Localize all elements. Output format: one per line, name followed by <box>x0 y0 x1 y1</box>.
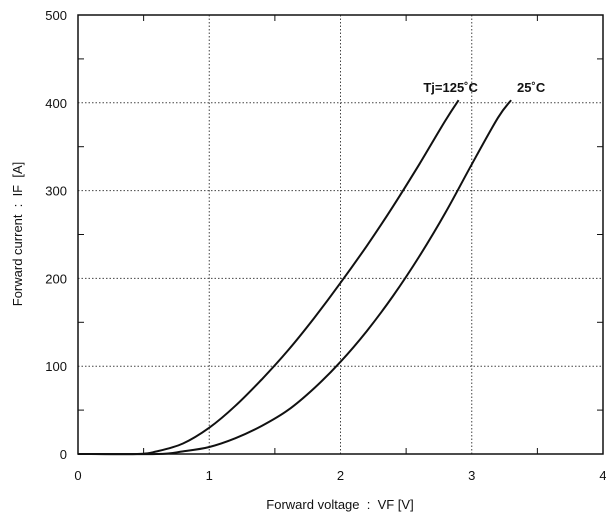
x-tick-label: 3 <box>468 468 475 483</box>
x-tick-label: 0 <box>74 468 81 483</box>
y-tick-label: 100 <box>45 359 67 374</box>
plot-frame <box>77 14 604 455</box>
series-label: Tj=125˚C <box>423 80 478 95</box>
minor-ticks <box>78 15 603 454</box>
y-tick-label: 500 <box>45 8 67 23</box>
x-tick-label: 1 <box>206 468 213 483</box>
grid-lines <box>78 15 603 454</box>
y-tick-label: 400 <box>45 96 67 111</box>
series-label: 25˚C <box>517 80 546 95</box>
y-tick-label: 300 <box>45 184 67 199</box>
x-axis-label: Forward voltage : VF [V] <box>266 497 413 512</box>
series-curves <box>77 99 512 456</box>
series-labels: Tj=125˚C 25˚C <box>423 80 545 95</box>
tick-labels: 0 1 2 3 4 0 100 200 300 400 500 <box>45 8 606 483</box>
x-tick-label: 2 <box>337 468 344 483</box>
y-tick-label: 0 <box>60 447 67 462</box>
series-line-tj-25c <box>77 99 512 456</box>
x-tick-label: 4 <box>599 468 606 483</box>
series-line-tj-125c <box>77 99 460 456</box>
y-axis-label: Forward current : IF [A] <box>10 162 25 306</box>
y-tick-label: 200 <box>45 271 67 286</box>
